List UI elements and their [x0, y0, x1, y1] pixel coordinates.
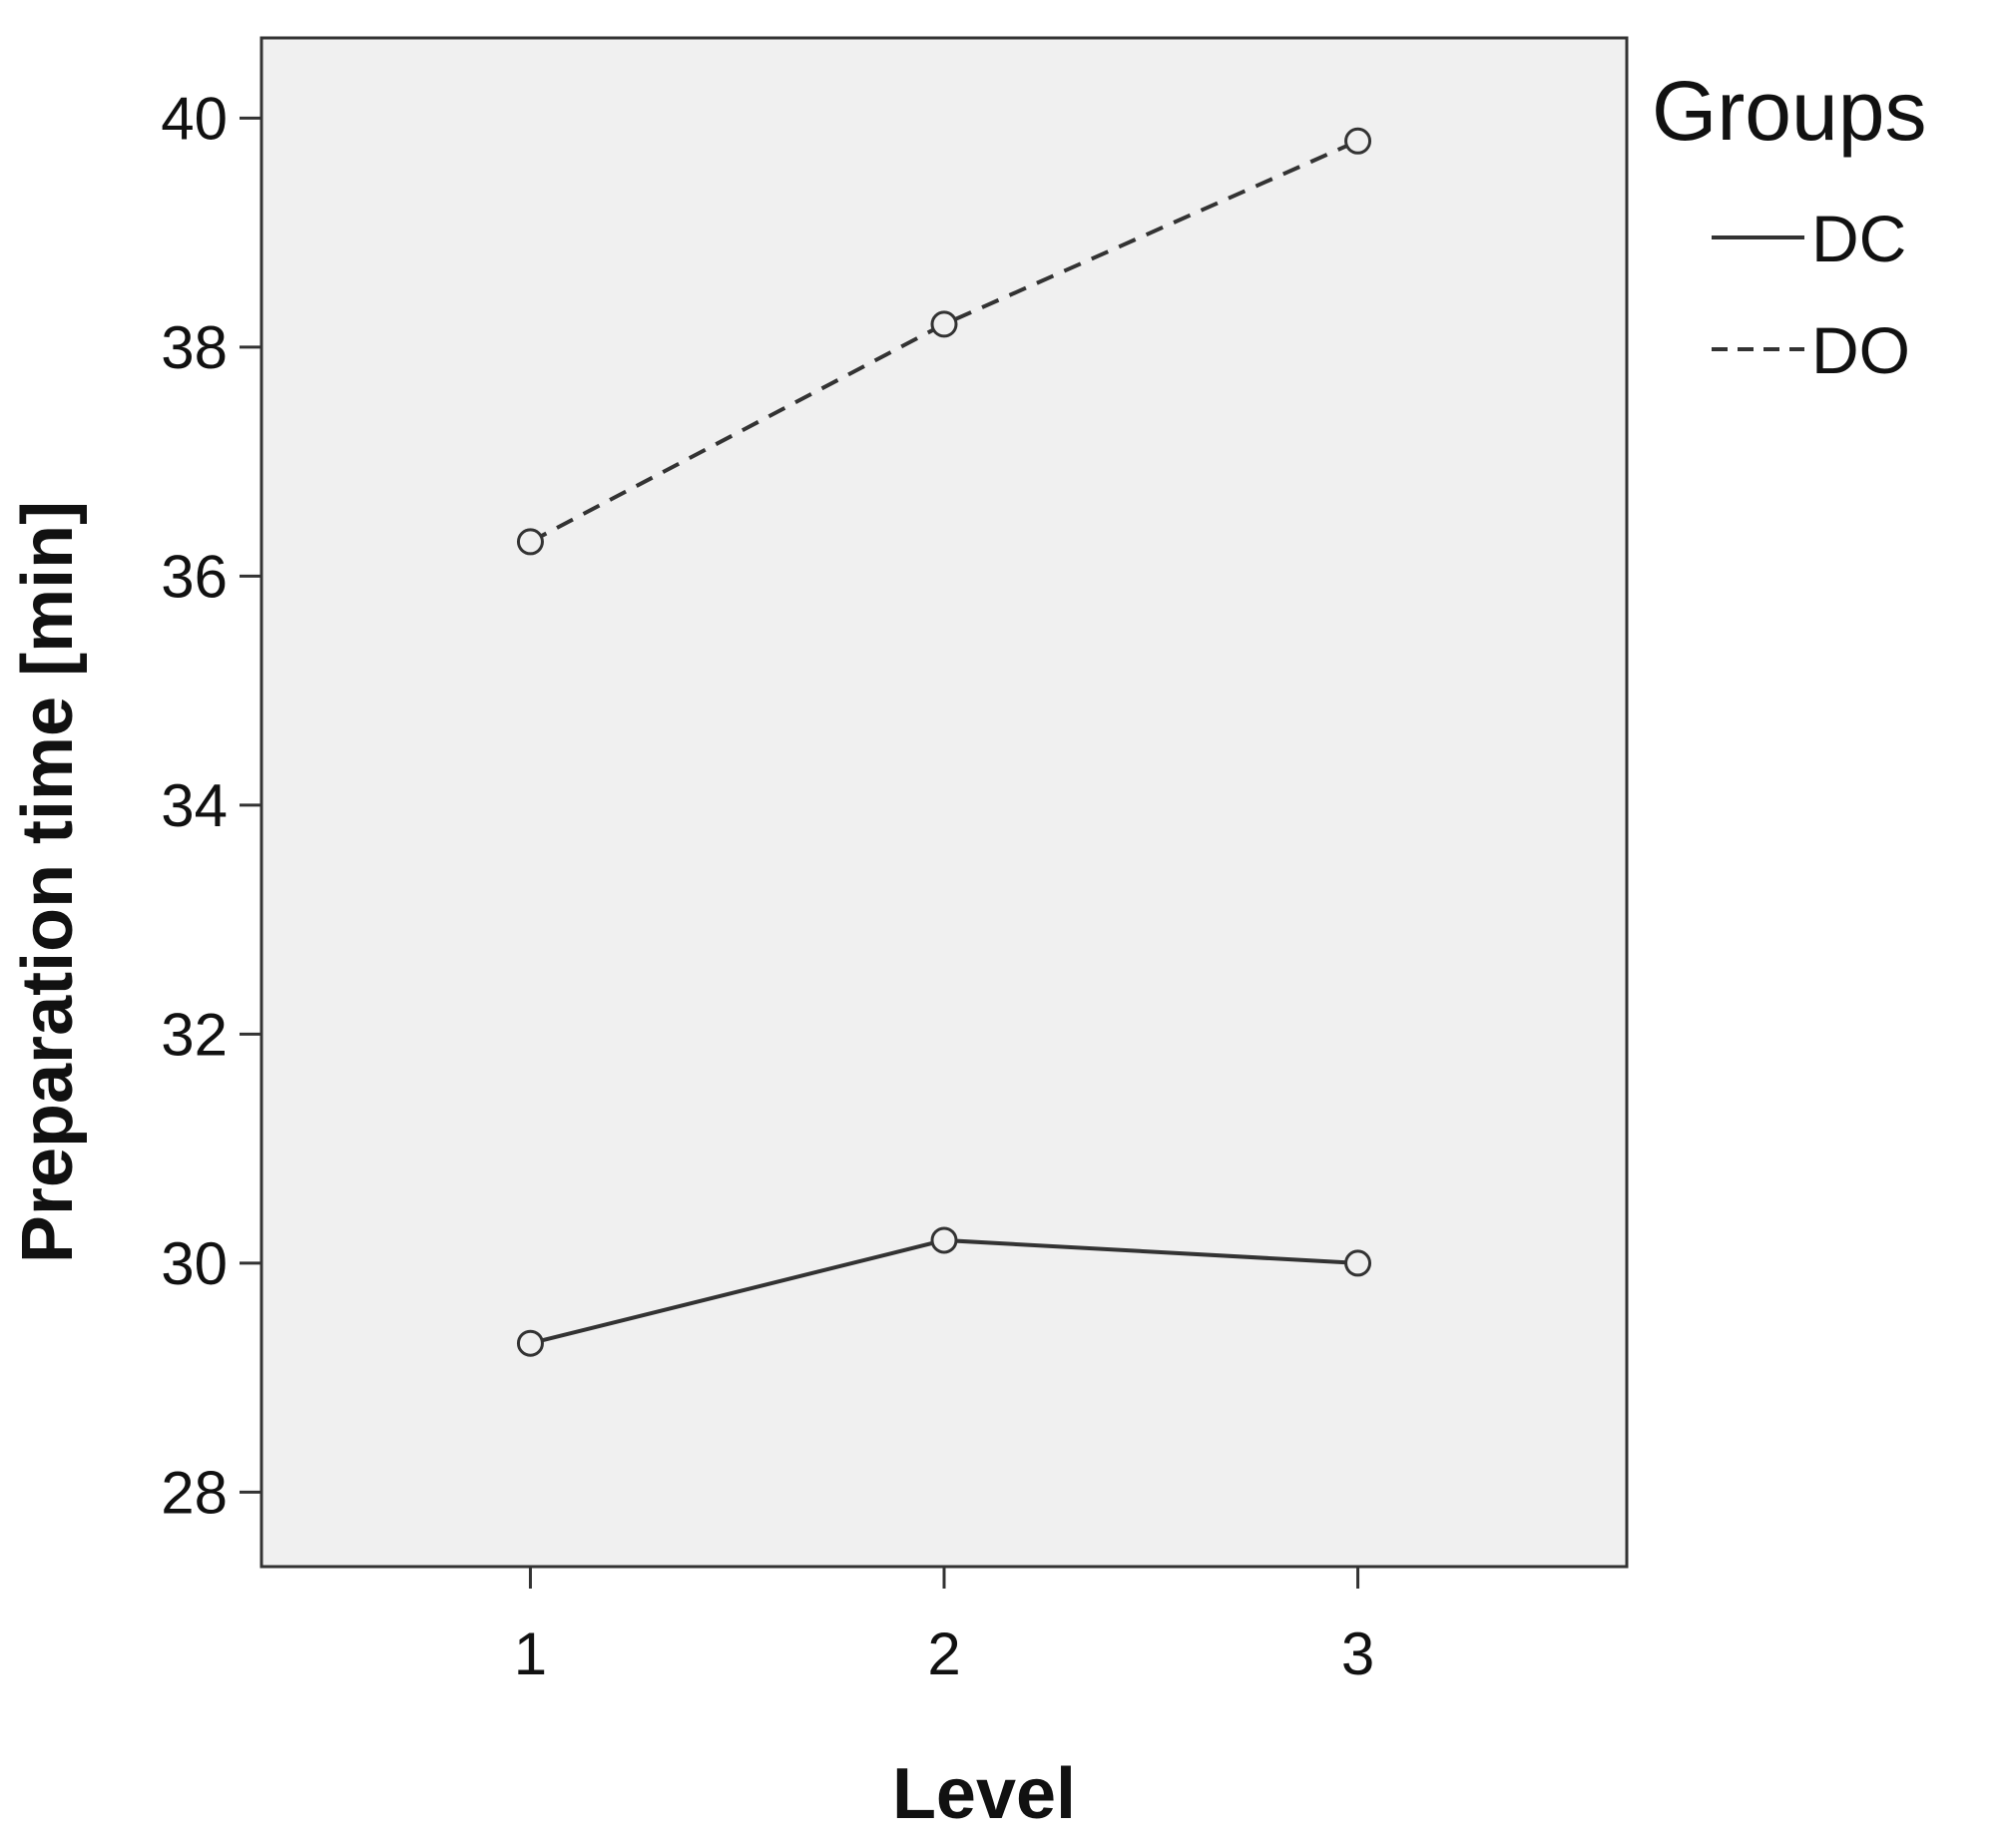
y-tick-label: 40 [161, 85, 228, 152]
y-tick-label: 30 [161, 1230, 228, 1297]
data-point-dc [1344, 1249, 1372, 1277]
legend-label-dc: DC [1811, 202, 1906, 275]
y-tick-label: 28 [161, 1459, 228, 1526]
y-tick-label: 32 [161, 1001, 228, 1068]
data-point-do [930, 310, 958, 338]
y-tick-label: 36 [161, 543, 228, 610]
y-tick-label: 38 [161, 314, 228, 381]
y-axis-title: Preparation time [min] [8, 501, 88, 1263]
data-point-dc [930, 1226, 958, 1254]
plot-area [259, 36, 1629, 1569]
series-line-do [529, 139, 1359, 544]
plot-layer [259, 36, 1629, 1569]
legend: Groups DC DO [1652, 64, 1926, 387]
legend-label-do: DO [1811, 313, 1910, 387]
data-point-do [516, 528, 544, 556]
data-point-do [1344, 127, 1372, 155]
x-tick-label: 2 [927, 1620, 960, 1687]
x-axis: 1 2 3 [514, 1567, 1374, 1687]
x-tick-label: 1 [514, 1620, 547, 1687]
data-point-dc [516, 1329, 544, 1357]
x-axis-title: Level [892, 1754, 1076, 1834]
y-tick-label: 34 [161, 772, 228, 839]
legend-title: Groups [1652, 64, 1926, 158]
series-layer [516, 127, 1372, 1357]
x-tick-label: 3 [1341, 1620, 1374, 1687]
y-axis: 28 30 32 34 36 38 40 [161, 85, 261, 1526]
